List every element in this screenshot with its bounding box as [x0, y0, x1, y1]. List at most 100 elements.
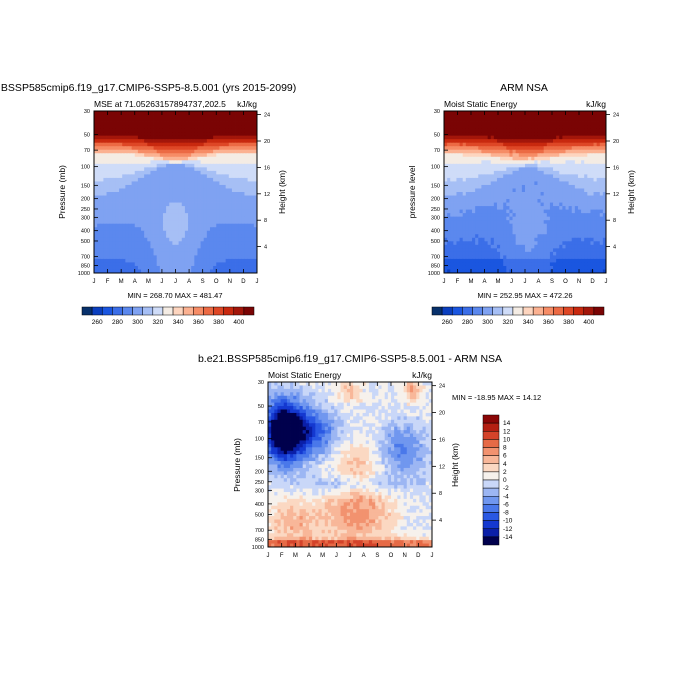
- field-cell: [549, 223, 554, 228]
- field-cell: [172, 209, 176, 214]
- field-cell: [175, 192, 180, 196]
- field-cell: [231, 149, 236, 154]
- field-cell: [206, 177, 211, 182]
- field-cell: [166, 248, 170, 253]
- field-cell: [590, 174, 594, 179]
- field-cell: [444, 237, 448, 242]
- field-cell: [206, 223, 211, 228]
- field-cell: [509, 181, 513, 186]
- field-cell: [521, 177, 526, 182]
- field-cell: [450, 213, 454, 218]
- field-cell: [528, 192, 532, 196]
- field-cell: [447, 118, 451, 122]
- field-cell: [228, 163, 233, 168]
- field-cell: [546, 181, 551, 186]
- field-cell: [484, 202, 489, 207]
- field-cell: [162, 135, 167, 140]
- field-cell: [128, 125, 133, 130]
- field-cell: [602, 269, 607, 274]
- field-cell: [169, 241, 173, 246]
- field-cell: [162, 188, 167, 193]
- field-cell: [203, 195, 208, 200]
- field-cell: [518, 192, 523, 196]
- field-cell: [496, 234, 501, 239]
- field-cell: [250, 269, 255, 274]
- field-cell: [100, 111, 104, 115]
- field-cell: [159, 125, 164, 130]
- field-cell: [150, 223, 154, 228]
- field-cell: [115, 248, 120, 253]
- field-cell: [241, 265, 245, 270]
- field-cell: [188, 251, 192, 256]
- field-cell: [238, 255, 242, 260]
- field-cell: [241, 192, 245, 196]
- field-cell: [216, 258, 220, 263]
- field-cell: [178, 237, 183, 242]
- field-cell: [144, 192, 148, 196]
- field-cell: [197, 177, 201, 182]
- field-cell: [484, 227, 489, 232]
- field-cell: [450, 167, 454, 172]
- field-cell: [468, 241, 473, 246]
- field-cell: [565, 156, 570, 161]
- field-cell: [209, 195, 214, 200]
- field-cell: [125, 125, 129, 130]
- field-cell: [106, 139, 111, 144]
- field-cell: [537, 244, 541, 249]
- field-cell: [515, 216, 520, 221]
- field-cell: [475, 241, 479, 246]
- field-cell: [506, 244, 510, 249]
- field-cell: [481, 167, 485, 172]
- field-cell: [475, 118, 479, 122]
- field-cell: [584, 132, 588, 137]
- field-cell: [543, 167, 548, 172]
- field-cell: [147, 202, 151, 207]
- field-cell: [509, 170, 513, 175]
- field-cell: [94, 118, 98, 122]
- field-cell: [219, 220, 223, 225]
- field-cell: [153, 149, 158, 154]
- field-cell: [112, 213, 117, 218]
- field-cell: [487, 227, 492, 232]
- field-cell: [178, 163, 183, 168]
- field-cell: [565, 132, 570, 137]
- field-cell: [577, 139, 582, 144]
- field-cell: [587, 237, 591, 242]
- field-cell: [540, 163, 545, 168]
- field-cell: [581, 142, 585, 147]
- field-cell: [241, 160, 245, 165]
- field-cell: [241, 188, 245, 193]
- field-cell: [496, 265, 501, 270]
- field-cell: [153, 234, 158, 239]
- field-cell: [478, 160, 482, 165]
- field-cell: [528, 132, 532, 137]
- field-cell: [191, 213, 195, 218]
- field-cell: [444, 223, 448, 228]
- field-cell: [112, 220, 117, 225]
- field-cell: [213, 220, 217, 225]
- field-cell: [122, 237, 126, 242]
- field-cell: [197, 251, 201, 256]
- field-cell: [465, 170, 470, 175]
- field-cell: [238, 125, 242, 130]
- field-cell: [162, 184, 167, 189]
- field-cell: [475, 111, 479, 115]
- field-cell: [122, 146, 126, 151]
- field-cell: [175, 181, 180, 186]
- field-cell: [515, 230, 520, 235]
- field-cell: [484, 251, 489, 256]
- field-cell: [153, 156, 158, 161]
- field-cell: [97, 174, 101, 179]
- field-cell: [596, 167, 601, 172]
- field-cell: [565, 241, 570, 246]
- field-cell: [515, 132, 520, 137]
- field-cell: [531, 230, 535, 235]
- field-cell: [518, 167, 523, 172]
- field-cell: [587, 174, 591, 179]
- field-cell: [465, 114, 470, 119]
- field-cell: [159, 199, 164, 203]
- field-cell: [153, 192, 158, 196]
- field-cell: [500, 118, 504, 122]
- field-cell: [144, 241, 148, 246]
